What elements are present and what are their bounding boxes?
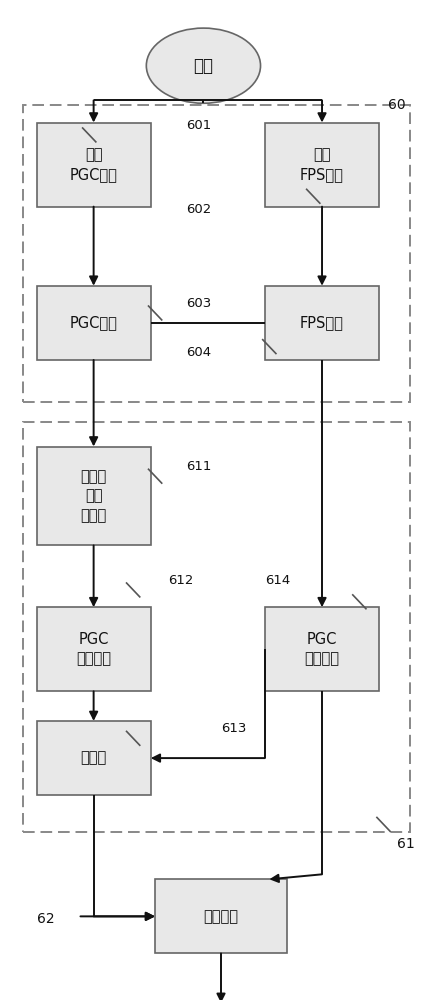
- Text: 乘法器: 乘法器: [80, 751, 107, 766]
- FancyBboxPatch shape: [37, 123, 151, 207]
- Text: 612: 612: [168, 574, 194, 587]
- Bar: [23, 422, 410, 832]
- Text: 61: 61: [396, 837, 415, 851]
- Text: 读取
FPS缓存: 读取 FPS缓存: [300, 148, 344, 182]
- Text: 读取
PGC缓存: 读取 PGC缓存: [70, 148, 118, 182]
- Text: PGC数据: PGC数据: [70, 315, 118, 330]
- Text: 611: 611: [186, 460, 211, 473]
- FancyBboxPatch shape: [37, 447, 151, 545]
- Text: FPS数据: FPS数据: [300, 315, 344, 330]
- Text: 614: 614: [265, 574, 290, 587]
- FancyBboxPatch shape: [37, 607, 151, 691]
- Text: 62: 62: [37, 912, 54, 926]
- FancyBboxPatch shape: [265, 123, 379, 207]
- Text: 604: 604: [186, 346, 211, 359]
- FancyBboxPatch shape: [265, 286, 379, 360]
- Bar: [23, 105, 410, 402]
- Text: PGC
幅度数据: PGC 幅度数据: [305, 632, 339, 666]
- FancyBboxPatch shape: [37, 286, 151, 360]
- Text: 开始: 开始: [194, 57, 213, 75]
- Text: 傅里叶
变换
子模块: 傅里叶 变换 子模块: [80, 469, 107, 523]
- Text: PGC
频率数据: PGC 频率数据: [76, 632, 111, 666]
- FancyBboxPatch shape: [155, 879, 287, 953]
- Text: 输出选择: 输出选择: [203, 909, 239, 924]
- Text: 603: 603: [186, 297, 211, 310]
- FancyBboxPatch shape: [265, 607, 379, 691]
- Text: 601: 601: [186, 119, 211, 132]
- FancyBboxPatch shape: [37, 721, 151, 795]
- Text: 60: 60: [388, 98, 405, 112]
- Text: 602: 602: [186, 203, 211, 216]
- Ellipse shape: [146, 28, 260, 103]
- Text: 613: 613: [221, 722, 246, 735]
